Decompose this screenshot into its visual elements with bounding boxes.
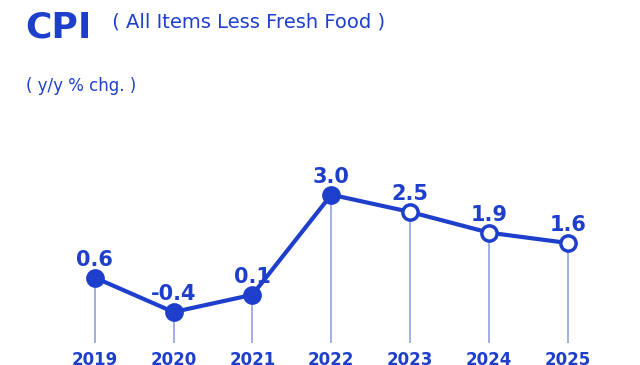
Text: CPI: CPI <box>26 11 92 45</box>
Text: 1.9: 1.9 <box>470 205 508 225</box>
Text: ( y/y % chg. ): ( y/y % chg. ) <box>26 77 136 95</box>
Text: 1.6: 1.6 <box>550 215 586 235</box>
Text: 2.5: 2.5 <box>392 184 429 204</box>
Text: 0.6: 0.6 <box>76 250 113 270</box>
Text: 3.0: 3.0 <box>313 167 349 187</box>
Text: 0.1: 0.1 <box>234 267 271 287</box>
Text: -0.4: -0.4 <box>151 284 196 304</box>
Text: ( All Items Less Fresh Food ): ( All Items Less Fresh Food ) <box>106 13 385 32</box>
